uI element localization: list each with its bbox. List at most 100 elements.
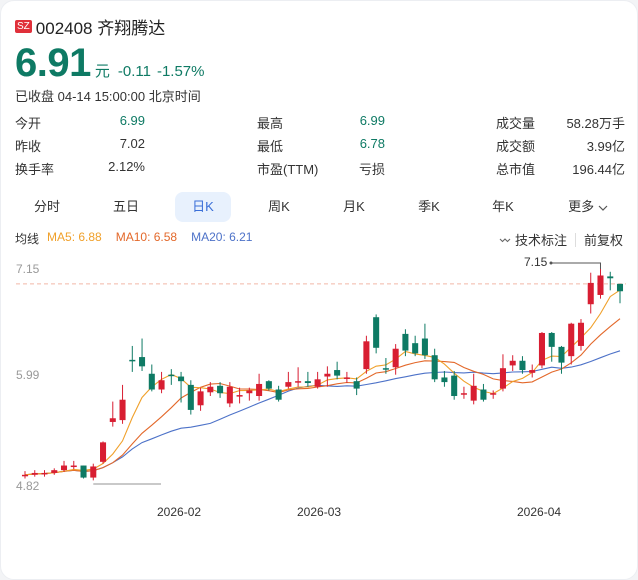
tab-five-day[interactable]: 五日 [112, 199, 139, 214]
candle-body [31, 472, 38, 475]
stat-value-turnover: 2.12% [108, 159, 145, 174]
candle-body [275, 389, 282, 400]
stat-value-open: 6.99 [119, 113, 145, 128]
tech-annotation-button[interactable]: 技术标注 [499, 230, 567, 249]
ma10-value: MA10: 6.58 [115, 230, 178, 244]
candle-body [197, 391, 204, 406]
stat-label-turnover: 换手率 [15, 162, 55, 177]
price-unit: 元 [94, 63, 110, 80]
candle-body [100, 442, 107, 462]
tab-monthly-k[interactable]: 月K [343, 199, 365, 214]
candle-body [529, 370, 536, 373]
tab-more[interactable]: 更多 [557, 192, 619, 222]
candle-body [538, 332, 545, 366]
candle-body [470, 385, 477, 401]
candle-body [402, 333, 409, 351]
stock-title[interactable]: 002408 齐翔腾达 [35, 19, 166, 38]
candle-body [129, 359, 136, 362]
candle-body [109, 418, 116, 422]
adjust-button[interactable]: 前复权 [583, 233, 623, 248]
x-axis-label-apr: 2026-04 [517, 505, 562, 519]
ma20-line [24, 350, 621, 476]
candle-body [587, 282, 594, 305]
stat-value-amount: 3.99亿 [586, 139, 625, 154]
price-row: 6.91 元 -0.11 -1.57% [15, 41, 204, 86]
stat-label-volume: 成交量 [496, 116, 536, 131]
candle-body [353, 381, 360, 389]
candle-body [60, 465, 68, 471]
candle-body [616, 283, 624, 292]
tab-weekly-k[interactable]: 周K [268, 199, 290, 214]
candle-body [41, 472, 48, 475]
candle-body [548, 332, 555, 347]
candle-body [480, 389, 487, 400]
candle-body [382, 368, 389, 370]
stat-value-volume: 58.28万手 [566, 116, 625, 131]
candle-body [412, 343, 419, 354]
stat-value-prev-close: 7.02 [119, 136, 145, 151]
stat-label-high: 最高 [257, 116, 284, 131]
chevron-down-icon [598, 205, 608, 211]
ma5-line [24, 289, 621, 476]
candle-body [509, 360, 516, 366]
market-badge: SZ [15, 20, 32, 33]
candle-body [577, 322, 585, 346]
candle-body [187, 384, 194, 410]
ma5-value: MA5: 6.88 [47, 230, 102, 244]
candle-body [119, 399, 126, 421]
stat-label-low: 最低 [257, 139, 284, 154]
ma20-value: MA20: 6.21 [191, 230, 253, 244]
candle-body [343, 377, 350, 379]
candle-body [607, 276, 614, 279]
tab-quarterly-k[interactable]: 季K [418, 199, 440, 214]
current-price: 6.91 [15, 41, 91, 85]
candle-body [431, 355, 438, 380]
tech-annotation-label: 技术标注 [514, 233, 567, 248]
max-annotation-dot [549, 261, 553, 265]
candlestick-chart[interactable] [1, 251, 638, 511]
ma-legend: 均线 MA5: 6.88 MA10: 6.58 MA20: 6.21 [15, 230, 266, 247]
candle-body [324, 373, 331, 377]
chart-tools: 技术标注 前复权 [499, 230, 623, 249]
candle-body [148, 373, 155, 390]
price-change: -0.11 [117, 63, 151, 80]
stock-title-row: SZ 002408 齐翔腾达 [15, 14, 165, 39]
tab-yearly-k[interactable]: 年K [492, 199, 514, 214]
candle-body [51, 470, 58, 473]
candle-body [363, 341, 370, 370]
candle-body [246, 390, 253, 394]
candle-body [421, 338, 428, 356]
candle-body [265, 381, 272, 389]
candle-body [21, 474, 29, 477]
candle-body [568, 323, 575, 357]
candle-body [158, 380, 165, 390]
candle-body [314, 379, 321, 387]
candle-body [304, 381, 311, 384]
x-axis-label-mar: 2026-03 [297, 505, 342, 519]
stat-value-pe: 亏损 [358, 162, 385, 177]
max-annotation-leader [551, 262, 601, 269]
candle-body [285, 382, 292, 387]
tab-intraday[interactable]: 分时 [33, 199, 60, 214]
ma10-line [24, 318, 621, 476]
stat-value-market-cap: 196.44亿 [572, 162, 625, 177]
candle-body [558, 346, 565, 363]
candle-body [490, 393, 497, 395]
candle-body [90, 466, 97, 478]
candle-body [499, 368, 506, 389]
candle-body [256, 383, 263, 397]
y-axis-min-label: 4.82 [16, 479, 40, 493]
candle-body [519, 360, 526, 371]
stat-label-open: 今开 [15, 116, 42, 131]
wave-icon [499, 237, 511, 242]
candle-body [70, 465, 77, 468]
market-status: 已收盘 04-14 15:00:00 北京时间 [15, 89, 201, 104]
candle-body [207, 386, 214, 393]
ma-legend-label: 均线 [15, 232, 40, 246]
x-axis-label-feb: 2026-02 [157, 505, 202, 519]
stat-value-high: 6.99 [359, 113, 385, 128]
candle-body [392, 348, 399, 368]
tab-daily-k[interactable]: 日K [175, 192, 231, 222]
stat-label-pe: 市盈(TTM) [257, 162, 319, 177]
